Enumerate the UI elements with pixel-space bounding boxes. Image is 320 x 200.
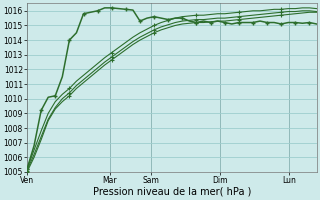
X-axis label: Pression niveau de la mer( hPa ): Pression niveau de la mer( hPa ): [92, 187, 251, 197]
